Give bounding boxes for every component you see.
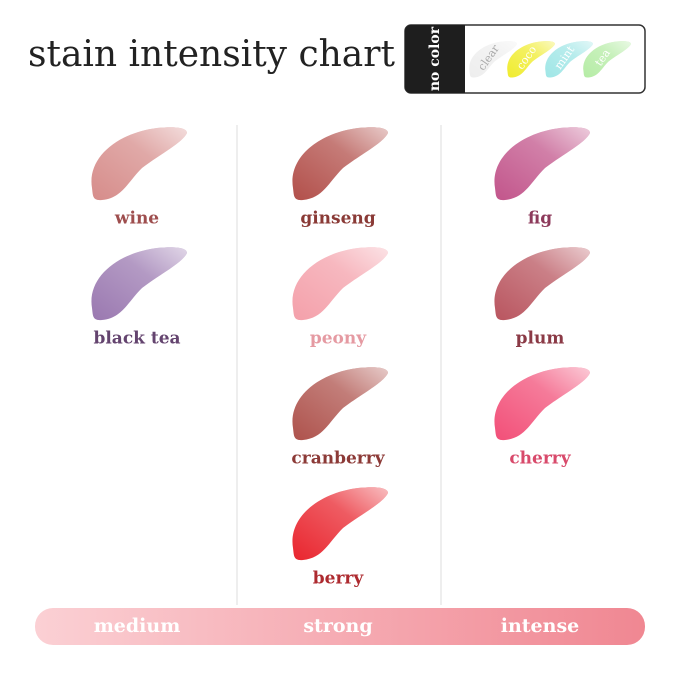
shade-label: ginseng bbox=[300, 209, 375, 229]
swatch-gloss bbox=[292, 487, 388, 561]
swatch bbox=[583, 41, 631, 78]
no-color-label: no color bbox=[427, 26, 443, 91]
swatch-gloss bbox=[292, 127, 388, 201]
swatch-gloss bbox=[469, 41, 517, 78]
title: stain intensity chart bbox=[28, 34, 395, 75]
swatch-gloss bbox=[91, 247, 188, 321]
swatch bbox=[494, 127, 590, 201]
shade-label: cherry bbox=[509, 449, 571, 469]
swatch bbox=[292, 247, 388, 321]
no-color-label-bg bbox=[405, 25, 465, 93]
swatch-gloss bbox=[292, 367, 388, 441]
swatch-gloss bbox=[494, 367, 590, 441]
swatch bbox=[545, 41, 593, 78]
swatch-gloss bbox=[545, 41, 593, 78]
shade-label: cranberry bbox=[291, 449, 385, 469]
shade-label: fig bbox=[528, 209, 552, 229]
intensity-label: strong bbox=[303, 615, 372, 637]
swatch bbox=[494, 247, 590, 321]
intensity-bar bbox=[35, 608, 645, 645]
swatch bbox=[91, 247, 188, 321]
shade-label: plum bbox=[516, 329, 565, 349]
swatch bbox=[292, 127, 388, 201]
swatch bbox=[507, 41, 555, 78]
swatch bbox=[494, 367, 590, 441]
swatch bbox=[292, 367, 388, 441]
intensity-label: medium bbox=[94, 615, 181, 637]
swatch bbox=[292, 487, 388, 561]
swatch bbox=[91, 127, 188, 201]
swatch-gloss bbox=[583, 41, 631, 78]
intensity-label: intense bbox=[501, 615, 580, 637]
swatch-gloss bbox=[292, 247, 388, 321]
shade-label: peony bbox=[310, 329, 367, 349]
shade-label: berry bbox=[313, 569, 365, 589]
swatch-gloss bbox=[494, 247, 590, 321]
swatch-gloss bbox=[507, 41, 555, 78]
swatch-gloss bbox=[91, 127, 188, 201]
swatch bbox=[469, 41, 517, 78]
swatch-gloss bbox=[494, 127, 590, 201]
shade-label: wine bbox=[114, 209, 159, 229]
shade-label: black tea bbox=[93, 329, 180, 349]
